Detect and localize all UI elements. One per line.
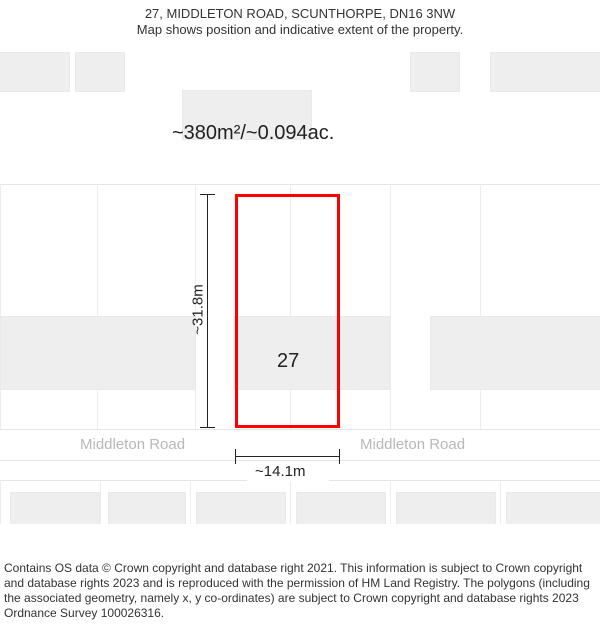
parcel-divider (500, 480, 501, 524)
parcel-divider (0, 480, 1, 524)
parcel-divider (190, 480, 191, 524)
building-footprint (10, 492, 100, 524)
bg-building (0, 52, 70, 92)
property-highlight (235, 194, 340, 428)
map-canvas: Middleton Road Middleton Road 27 ~380m²/~0.… (0, 44, 600, 524)
dim-tick (200, 194, 215, 195)
street-label-right: Middleton Road (360, 436, 465, 453)
area-label: ~380m²/~0.094ac. (172, 122, 334, 145)
page-title: 27, MIDDLETON ROAD, SCUNTHORPE, DN16 3NW (10, 6, 590, 21)
building-footprint (296, 492, 386, 524)
dim-width-label: ~14.1m (255, 463, 305, 480)
parcel-divider (390, 184, 391, 429)
parcel-line (0, 184, 600, 185)
building-footprint (108, 492, 186, 524)
parcel-divider (97, 184, 98, 429)
building-footprint (430, 316, 600, 390)
parcel-divider (290, 480, 291, 524)
parcel-divider (100, 480, 101, 524)
dim-tick (235, 449, 236, 464)
dim-line-horizontal (235, 456, 340, 457)
dim-tick (339, 449, 340, 464)
bg-building (490, 52, 600, 92)
header: 27, MIDDLETON ROAD, SCUNTHORPE, DN16 3NW… (0, 0, 600, 39)
building-footprint (0, 316, 196, 390)
dim-tick (200, 427, 215, 428)
building-footprint (506, 492, 600, 524)
building-footprint (396, 492, 496, 524)
building-footprint (196, 492, 286, 524)
dim-line-vertical (207, 194, 208, 428)
street-edge (0, 460, 600, 461)
parcel-divider (480, 184, 481, 429)
parcel-divider (0, 184, 1, 429)
dim-height-label: ~31.8m (190, 275, 207, 345)
parcel-divider (390, 480, 391, 524)
bg-building (75, 52, 125, 92)
copyright-text: Contains OS data © Crown copyright and d… (4, 561, 596, 621)
street-label-left: Middleton Road (80, 436, 185, 453)
bg-building (410, 52, 460, 92)
house-number: 27 (277, 350, 299, 373)
page-subtitle: Map shows position and indicative extent… (10, 22, 590, 37)
